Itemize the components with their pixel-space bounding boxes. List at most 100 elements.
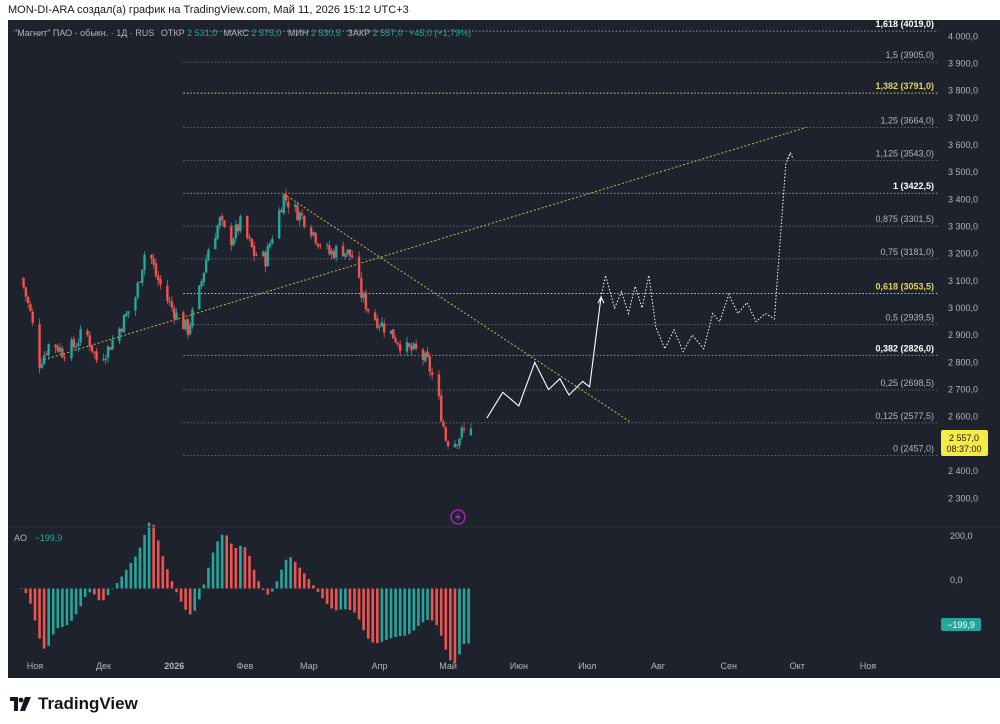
candle-body — [453, 443, 457, 448]
ao-bar — [106, 588, 110, 596]
ao-bar — [344, 588, 347, 610]
candle-body — [143, 254, 146, 271]
projection-dotted-path[interactable] — [600, 153, 791, 353]
candle-body — [230, 226, 233, 245]
tradingview-logo[interactable]: TradingView — [10, 694, 138, 714]
ao-bar — [444, 588, 448, 650]
ao-bar — [29, 588, 32, 604]
candle-body — [141, 269, 144, 283]
tradingview-logo-text: TradingView — [38, 694, 138, 713]
attribution-bar: MON-DI-ARA создал(а) график на TradingVi… — [0, 0, 1000, 20]
candle-body — [134, 297, 137, 311]
chart-frame[interactable]: 0 (2457,0) 0,125 (2577,5) 0,25 (2698,5) 0,3… — [8, 20, 1000, 678]
ao-bar — [211, 552, 215, 589]
candle-body — [346, 249, 349, 254]
time-axis-tick: Окт — [790, 661, 805, 671]
time-axis-tick: Ноя — [27, 661, 44, 671]
candle-body — [125, 313, 128, 317]
candle-body — [282, 194, 285, 214]
ao-bar — [156, 540, 160, 589]
candle-body — [120, 328, 123, 332]
candle-body — [214, 238, 217, 250]
candle-body — [380, 322, 384, 327]
candle-body — [335, 245, 338, 258]
trendlines[interactable] — [43, 126, 807, 423]
ao-bar — [284, 559, 288, 589]
fib-label-1,618: 1,618 (4019,0) — [875, 20, 934, 29]
ao-bar — [188, 588, 192, 615]
ao-bar — [330, 588, 333, 609]
candle-body — [138, 281, 142, 283]
time-axis[interactable]: Ноя Дек 2026 Фев Мар Апр Май Июн Июл Авг Сен Окт Ноя — [27, 661, 877, 671]
price-axis-tick: 3 500,0 — [948, 167, 978, 177]
ao-bar — [202, 584, 206, 589]
candle-body — [93, 351, 96, 353]
candle-body — [252, 245, 256, 256]
candle-body — [430, 372, 434, 375]
fib-label-0,875: 0,875 (3301,5) — [875, 214, 934, 224]
candle-body — [248, 237, 251, 239]
ao-bar — [398, 588, 402, 637]
current-price-tag: 2 557,0 08:37:00 — [941, 430, 988, 456]
candle-body — [378, 326, 381, 328]
fib-label-0: 0 (2457,0) — [893, 444, 934, 454]
candle-body — [127, 311, 130, 314]
price-chart[interactable]: 0 (2457,0) 0,125 (2577,5) 0,25 (2698,5) 0,3… — [8, 20, 1000, 678]
ao-bar — [389, 588, 393, 639]
ao-bar — [239, 545, 242, 589]
candle-body — [200, 281, 203, 286]
candle-body — [29, 304, 32, 311]
price-axis-tick: 3 100,0 — [948, 276, 978, 286]
ao-bar — [403, 588, 407, 636]
candle-body — [184, 319, 187, 330]
time-axis-tick: Дек — [96, 661, 111, 671]
ao-bar — [24, 588, 28, 594]
price-projection[interactable] — [486, 152, 794, 419]
ao-bar — [417, 588, 420, 626]
candle-body — [22, 277, 25, 288]
ao-bar — [316, 588, 320, 592]
candle-body — [70, 339, 73, 359]
ao-bar — [33, 588, 37, 621]
ao-bar — [56, 588, 60, 629]
trendline-rising[interactable] — [43, 126, 807, 361]
awesome-oscillator-pane[interactable] — [20, 522, 470, 663]
fibonacci-retracement[interactable]: 0 (2457,0) 0,125 (2577,5) 0,25 (2698,5) 0,3… — [183, 20, 938, 456]
candle-body — [47, 344, 50, 356]
legend-change: +45,0 (+1,79%) — [409, 28, 471, 38]
lightning-icon[interactable] — [450, 509, 466, 525]
time-axis-tick: Май — [439, 661, 457, 671]
ao-legend: AO −199,9 — [14, 533, 62, 543]
candle-body — [408, 343, 411, 347]
price-axis-tick: 2 800,0 — [948, 357, 978, 367]
ao-bar — [161, 556, 165, 589]
candle-body — [63, 357, 66, 359]
projection-solid-path[interactable] — [486, 297, 602, 419]
candle-body — [74, 346, 78, 348]
price-axis-tick: 2 700,0 — [948, 385, 978, 395]
ao-bar — [252, 569, 256, 589]
candle-body — [351, 255, 354, 258]
ao-value-tag-background — [941, 618, 981, 631]
candle-body — [462, 428, 466, 430]
ao-bar — [207, 567, 210, 589]
ao-bar — [166, 569, 169, 589]
candle-body — [136, 282, 139, 298]
lightning-icon-bolt — [455, 512, 461, 522]
ao-bar — [97, 588, 101, 601]
trendline-falling[interactable] — [283, 193, 631, 423]
ao-bar — [435, 588, 438, 626]
candle-body — [396, 342, 400, 345]
candle-body — [332, 250, 336, 258]
candle-body — [376, 318, 379, 329]
candle-body — [382, 323, 386, 333]
price-axis-tick: 3 700,0 — [948, 113, 978, 123]
candle-body — [90, 345, 94, 352]
candle-body — [220, 216, 224, 221]
ao-bar — [225, 535, 229, 589]
candle-body — [198, 285, 201, 309]
candle-body — [360, 277, 363, 298]
candle-body — [40, 364, 44, 368]
footer: TradingView — [0, 684, 1000, 724]
legend-open-value: 2 531,0 — [187, 28, 217, 38]
